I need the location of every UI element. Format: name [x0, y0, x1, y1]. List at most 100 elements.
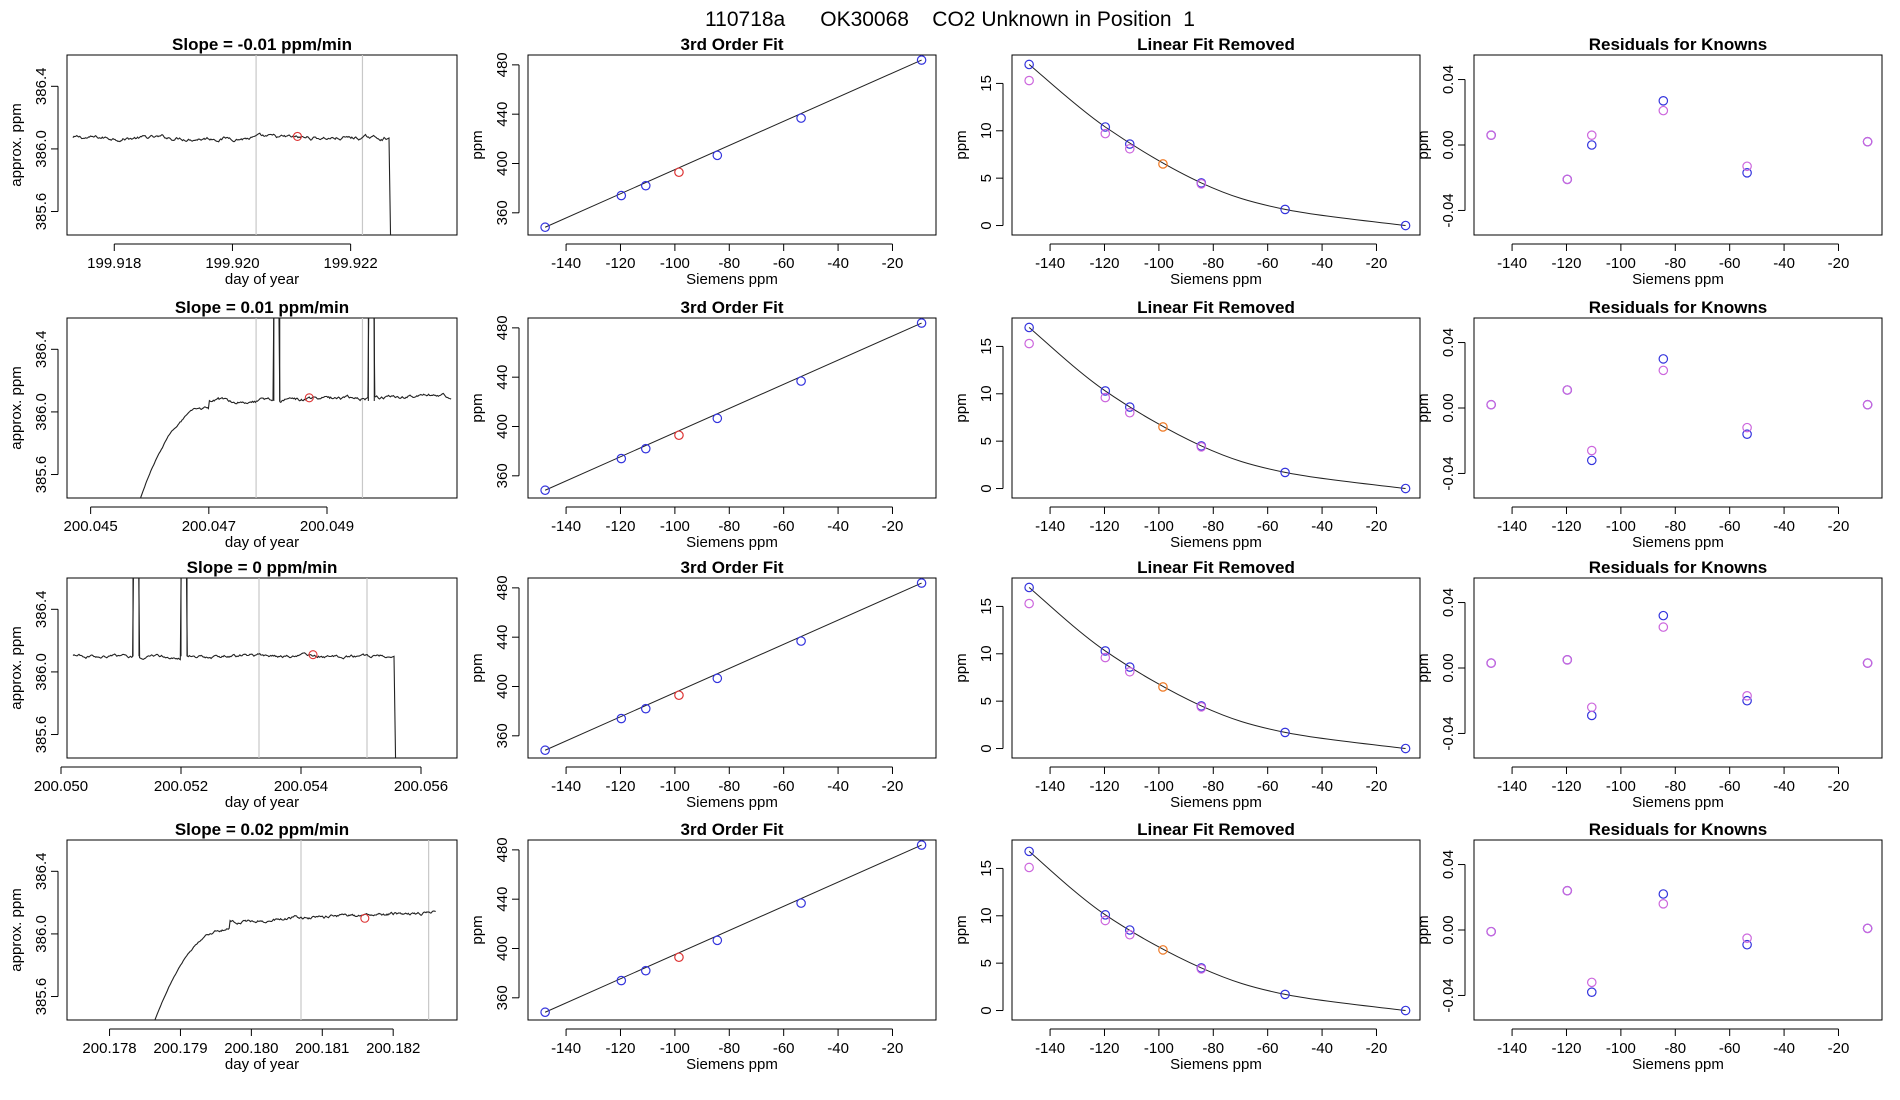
x-tick-label: -60 [1719, 255, 1741, 272]
data-point [1196, 179, 1207, 189]
plot-frame [1473, 839, 1883, 1021]
y-tick-label: 400 [494, 151, 511, 176]
plot-data [540, 55, 927, 233]
plot-data [540, 318, 927, 496]
data-point [1658, 354, 1669, 364]
data-point [796, 898, 806, 908]
x-tick-label: -60 [1719, 518, 1741, 535]
x-tick-label: -20 [882, 1040, 904, 1057]
y-tick-label: 400 [494, 414, 511, 439]
plot-frame [1473, 317, 1883, 499]
x-tick-label: -140 [551, 255, 581, 272]
data-point [640, 703, 651, 714]
plot-data [540, 578, 927, 756]
panel-linfit-row-2: Linear Fit Removed -140 -120 -100 -80 -60 -40 -… [953, 298, 1421, 551]
data-point [1100, 910, 1111, 920]
data-point [1658, 622, 1669, 632]
y-tick-label: 400 [494, 674, 511, 699]
y-tick-label: 385.6 [33, 978, 50, 1016]
x-tick-label: -80 [1202, 778, 1224, 795]
y-tick-label: 386.4 [33, 591, 50, 629]
data-point [1024, 862, 1034, 873]
x-tick-label: -100 [1144, 518, 1174, 535]
data-point [1862, 399, 1873, 410]
data-point [674, 430, 684, 441]
data-point [1562, 385, 1573, 395]
data-point [640, 443, 651, 454]
plot-frame [1011, 839, 1421, 1021]
panel-fit-row-4: 3rd Order Fit -140 -120 -100 -80 -60 -40 -20 Sie… [469, 820, 937, 1073]
y-axis-label: ppm [953, 393, 970, 422]
data-point [1400, 1005, 1411, 1016]
data-point [1280, 989, 1290, 1000]
data-point [1742, 168, 1752, 178]
y-tick-label: 10 [978, 385, 995, 402]
data-point [796, 636, 806, 646]
y-tick-label: 15 [978, 860, 995, 877]
data-point [1658, 105, 1669, 116]
panel-title: 3rd Order Fit [681, 558, 784, 577]
x-tick-label: -60 [773, 778, 795, 795]
data-point [1862, 923, 1873, 934]
y-tick-label: 360 [494, 723, 511, 748]
fit-curve [544, 322, 922, 491]
data-point [540, 222, 550, 233]
data-point [1100, 128, 1111, 139]
x-tick-label: 200.181 [295, 1040, 349, 1057]
x-tick-label: -140 [1497, 518, 1527, 535]
panel-title: Slope = -0.01 ppm/min [172, 35, 352, 54]
data-point [674, 952, 684, 963]
x-tick-label: -80 [718, 518, 740, 535]
panel-resid-row-2: Residuals for Knowns -140 -120 -100 -80 -60 -4… [1415, 298, 1883, 551]
data-point [540, 745, 550, 756]
panel-resid-row-4: Residuals for Knowns -140 -120 -100 -80 -60 -4… [1415, 820, 1883, 1073]
data-point [712, 673, 723, 684]
data-point [1100, 392, 1111, 403]
x-tick-label: -140 [1497, 1040, 1527, 1057]
data-point [1124, 139, 1135, 149]
x-tick-label: -80 [1202, 255, 1224, 272]
unknown-marker [308, 650, 318, 660]
data-point [1562, 885, 1573, 896]
plot-data [1486, 96, 1873, 185]
x-tick-label: -40 [827, 778, 849, 795]
x-tick-label: -60 [1257, 1040, 1279, 1057]
x-tick-label: -120 [1551, 778, 1581, 795]
data-point [640, 965, 651, 976]
unknown-marker [304, 393, 314, 403]
data-point [1196, 964, 1207, 974]
y-tick-label: 386.4 [33, 331, 50, 369]
data-point [1158, 682, 1168, 692]
x-tick-label: -120 [1089, 255, 1119, 272]
x-tick-label: 200.054 [274, 778, 328, 795]
y-tick-label: 15 [978, 598, 995, 615]
x-tick-label: -20 [1828, 778, 1850, 795]
y-tick-label: 386.0 [33, 393, 50, 431]
panel-resid-row-1: Residuals for Knowns -140 -120 -100 -80 -60 -4… [1415, 35, 1883, 288]
y-tick-label: -0.04 [1440, 456, 1457, 490]
data-point [1024, 338, 1034, 349]
y-axis-label: ppm [953, 653, 970, 682]
y-tick-label: 0 [978, 484, 995, 492]
data-point [1158, 945, 1168, 955]
x-tick-label: -140 [1497, 778, 1527, 795]
data-point [1124, 925, 1135, 935]
y-tick-label: 0.04 [1440, 850, 1457, 879]
x-axis-label: Siemens ppm [686, 534, 778, 551]
y-axis-label: ppm [469, 915, 486, 944]
x-tick-label: -40 [1311, 518, 1333, 535]
x-tick-label: -20 [1828, 518, 1850, 535]
y-tick-label: 0 [978, 744, 995, 752]
x-tick-label: -40 [1773, 778, 1795, 795]
x-tick-label: -120 [1551, 255, 1581, 272]
y-axis-label: ppm [1415, 653, 1432, 682]
data-point [796, 113, 806, 123]
x-tick-label: -80 [1202, 518, 1224, 535]
x-tick-label: -100 [660, 518, 690, 535]
x-tick-label: -100 [660, 1040, 690, 1057]
y-tick-label: 440 [494, 102, 511, 127]
data-point [1196, 442, 1207, 452]
x-tick-label: -120 [1551, 518, 1581, 535]
x-tick-label: -140 [1035, 778, 1065, 795]
